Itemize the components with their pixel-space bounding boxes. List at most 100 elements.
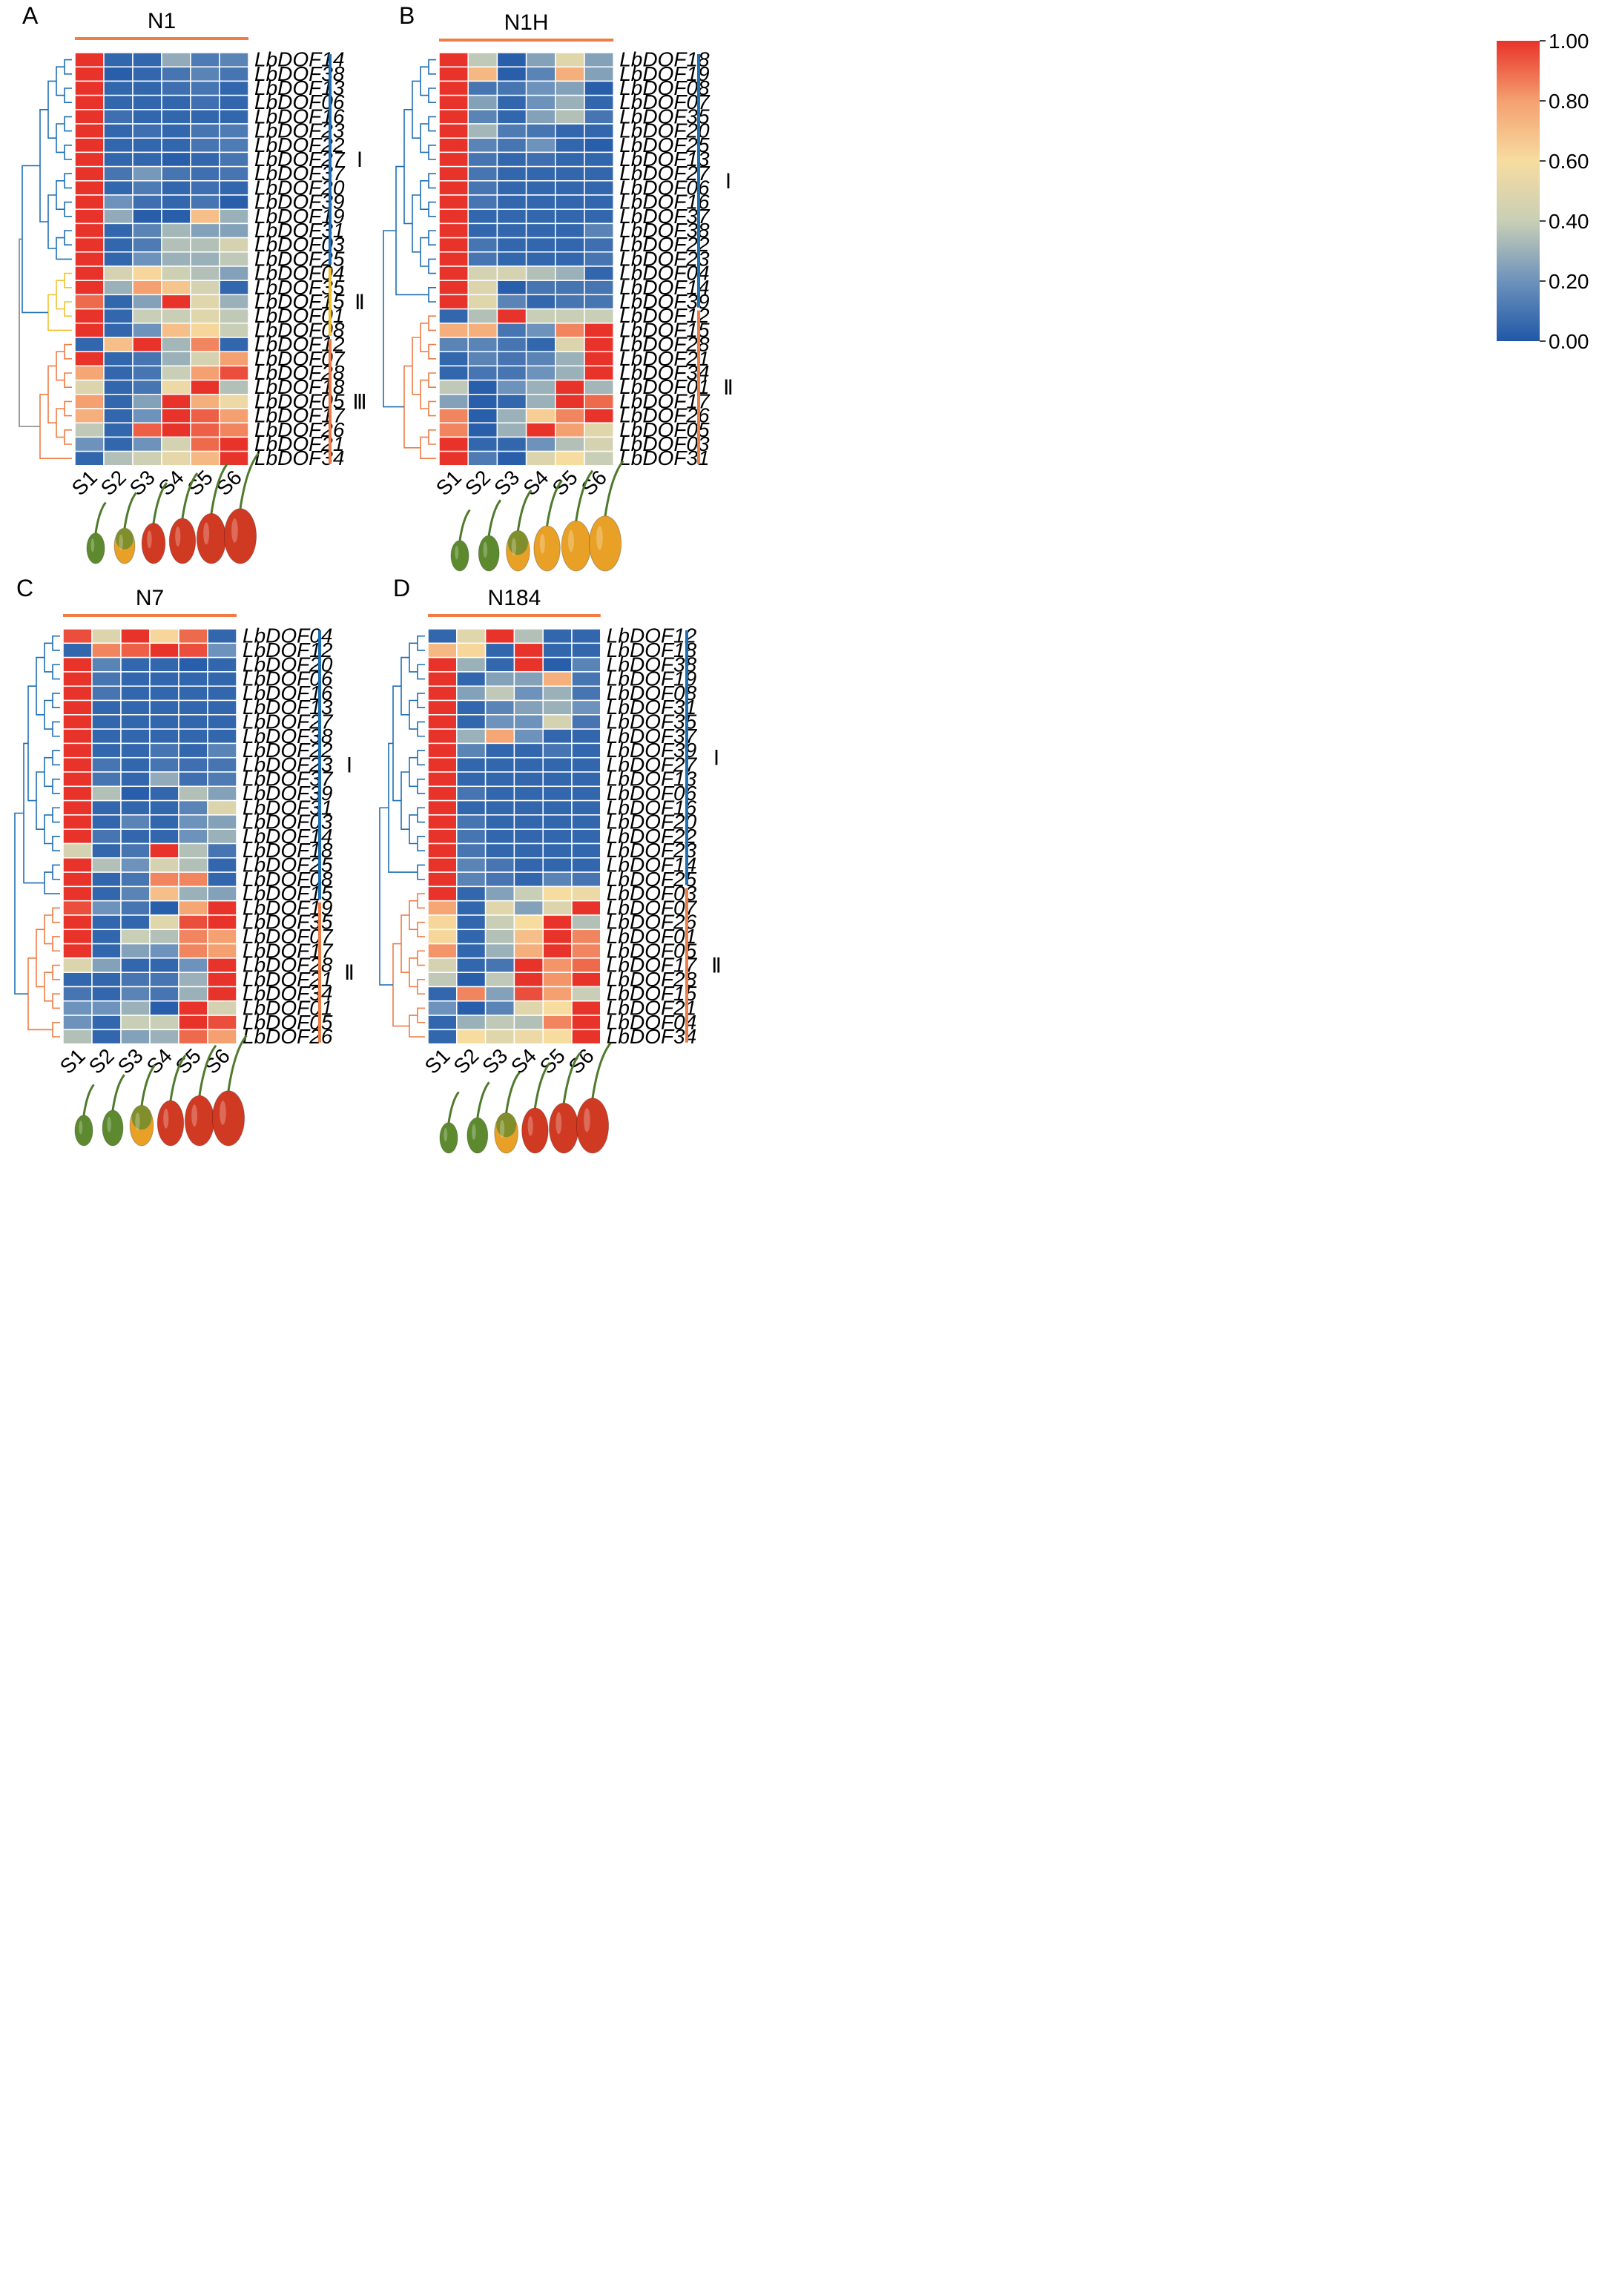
heatmap-cell [456,842,487,859]
dendrogram-branch [56,123,65,154]
heatmap-cell [161,337,191,352]
heatmap-cell [149,742,179,759]
heatmap-cell [91,914,122,931]
heatmap-cell [190,379,220,395]
heatmap-cell [62,814,93,830]
heatmap-cell [161,180,191,196]
heatmap-cell [571,842,601,859]
heatmap-cell [62,699,93,716]
heatmap-cell [496,194,527,210]
heatmap-cell [74,66,105,82]
row-label: LbDOF12 [607,624,697,647]
fruit-green-shade [496,1112,517,1138]
heatmap-cell [190,351,220,367]
row-label: LbDOF16 [607,796,697,819]
heatmap-cell [103,379,133,395]
heatmap-cell [555,280,585,296]
heatmap-cell [525,109,556,125]
heatmap-cell [525,94,556,110]
heatmap-cell [484,656,515,673]
heatmap-cell [132,80,162,96]
heatmap-cell [496,251,527,267]
heatmap-cell [584,323,614,338]
dendrogram-branch [417,721,425,737]
fruit-stem [533,1061,551,1109]
heatmap-cell [190,66,220,82]
heatmap-cell [103,208,133,225]
fruit-body [86,532,105,564]
heatmap-cell [496,109,527,125]
heatmap-cell [427,799,458,816]
heatmap-cell [132,237,162,253]
heatmap-cell [207,986,237,1002]
heatmap-cell [542,785,573,802]
heatmap-cell [513,828,544,845]
heatmap-cell [496,66,527,82]
heatmap-cell [149,671,179,687]
heatmap-cell [149,1000,179,1016]
dendrogram-branch [417,864,425,880]
row-label: LbDOF28 [619,333,710,356]
heatmap-cell [74,80,105,96]
dendrogram-branch [64,343,72,360]
heatmap-cell [555,323,585,338]
heatmap-cell [74,94,105,110]
heatmap-cell [496,222,527,239]
fruit-highlight [499,1120,505,1138]
heatmap-cell [132,222,162,239]
dendrogram-branch [428,429,436,445]
row-label: LbDOF21 [607,996,696,1019]
fruit-stem [487,499,502,536]
fruit-stem [604,460,624,516]
heatmap-cell [525,237,556,253]
heatmap-cell [120,814,151,830]
heatmap-cell [513,1029,544,1045]
heatmap-cell [219,422,249,438]
heatmap-cell [219,436,249,452]
row-label: LbDOF31 [607,696,696,719]
heatmap-cell [484,1000,515,1016]
heatmap-cell [584,194,614,210]
row-label: LbDOF34 [607,1025,696,1048]
heatmap-cell [74,237,105,253]
heatmap-cell [484,971,515,988]
heatmap-cell [132,265,162,281]
heatmap-cell [438,337,469,352]
heatmap-cell [542,857,573,873]
fruit-body [211,1090,245,1147]
heatmap-cell [120,871,151,888]
heatmap-cell [438,52,469,67]
heatmap-cell [178,771,208,788]
heatmap-cell [467,151,498,168]
heatmap-cell [219,109,249,125]
heatmap-cell [513,943,544,959]
dendrogram-branch [52,1021,60,1038]
heatmap-cell [555,80,585,96]
row-label: LbDOF23 [607,839,697,862]
dendrogram-branch [52,964,60,980]
heatmap-cell [513,986,544,1002]
row-label: LbDOF19 [607,667,696,690]
heatmap-cell [542,714,573,730]
heatmap-cell [542,928,573,945]
heatmap-cell [74,265,105,281]
fruit-highlight [90,538,95,552]
heatmap-cell [91,1000,122,1016]
heatmap-cell [584,222,614,239]
heatmap-cell [427,971,458,988]
heatmap-cell [456,928,487,945]
heatmap-cell [161,109,191,125]
row-label: LbDOF37 [619,205,711,228]
heatmap-cell [456,742,487,759]
fruit-highlight [163,1108,169,1129]
heatmap-panel-D: D N184 LbDOF12LbDOF18LbDOF38LbDOF19LbDOF08… [379,575,722,1154]
heatmap-cell [161,280,191,296]
fruit-stem [210,462,229,514]
heatmap-cell [467,394,498,409]
row-label: LbDOF39 [619,290,709,313]
heatmap-cell [467,109,498,125]
cluster-label: Ⅰ [713,748,719,771]
heatmap-cell [178,842,208,859]
dendrogram-branch [64,59,72,75]
heatmap-cell [542,642,573,659]
